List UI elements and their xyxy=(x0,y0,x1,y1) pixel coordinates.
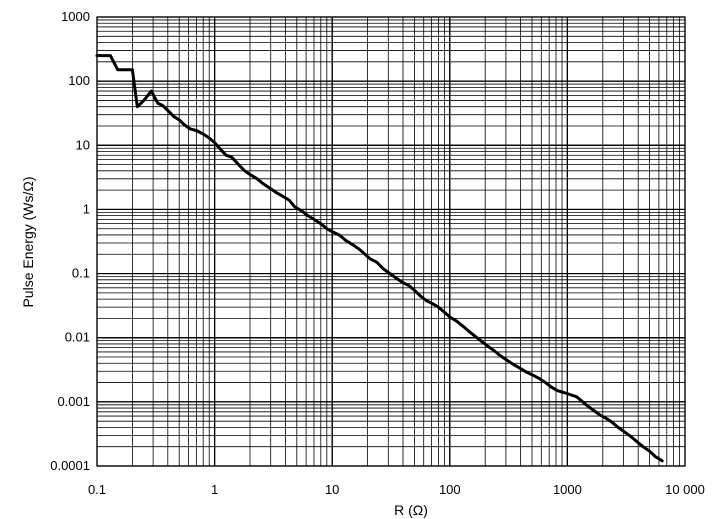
x-tick-label: 10 000 xyxy=(665,482,705,497)
x-tick-label: 100 xyxy=(439,482,461,497)
plot-border xyxy=(96,16,686,467)
x-tick-label: 0.1 xyxy=(88,482,106,497)
y-tick-label: 1000 xyxy=(61,9,90,24)
y-tick-label: 0.01 xyxy=(65,330,90,345)
y-tick-label: 100 xyxy=(68,73,90,88)
tick-labels: 0.1 1 10 100 1000 10 000 0.0001 0.001 0.01 0.1 1 10… xyxy=(50,9,705,497)
y-axis-label: Pulse Energy (Ws/Ω) xyxy=(20,176,36,307)
x-tick-label: 1000 xyxy=(553,482,582,497)
y-tick-label: 1 xyxy=(83,201,90,216)
series-lines xyxy=(95,54,664,463)
series-line xyxy=(95,54,664,463)
x-tick-label: 10 xyxy=(325,482,339,497)
x-tick-label: 1 xyxy=(211,482,218,497)
grid-lines xyxy=(96,16,686,467)
y-tick-label: 0.001 xyxy=(57,394,90,409)
y-tick-label: 0.1 xyxy=(72,266,90,281)
y-tick-label: 10 xyxy=(76,137,90,152)
x-axis-label: R (Ω) xyxy=(394,502,428,518)
y-tick-label: 0.0001 xyxy=(50,458,90,473)
